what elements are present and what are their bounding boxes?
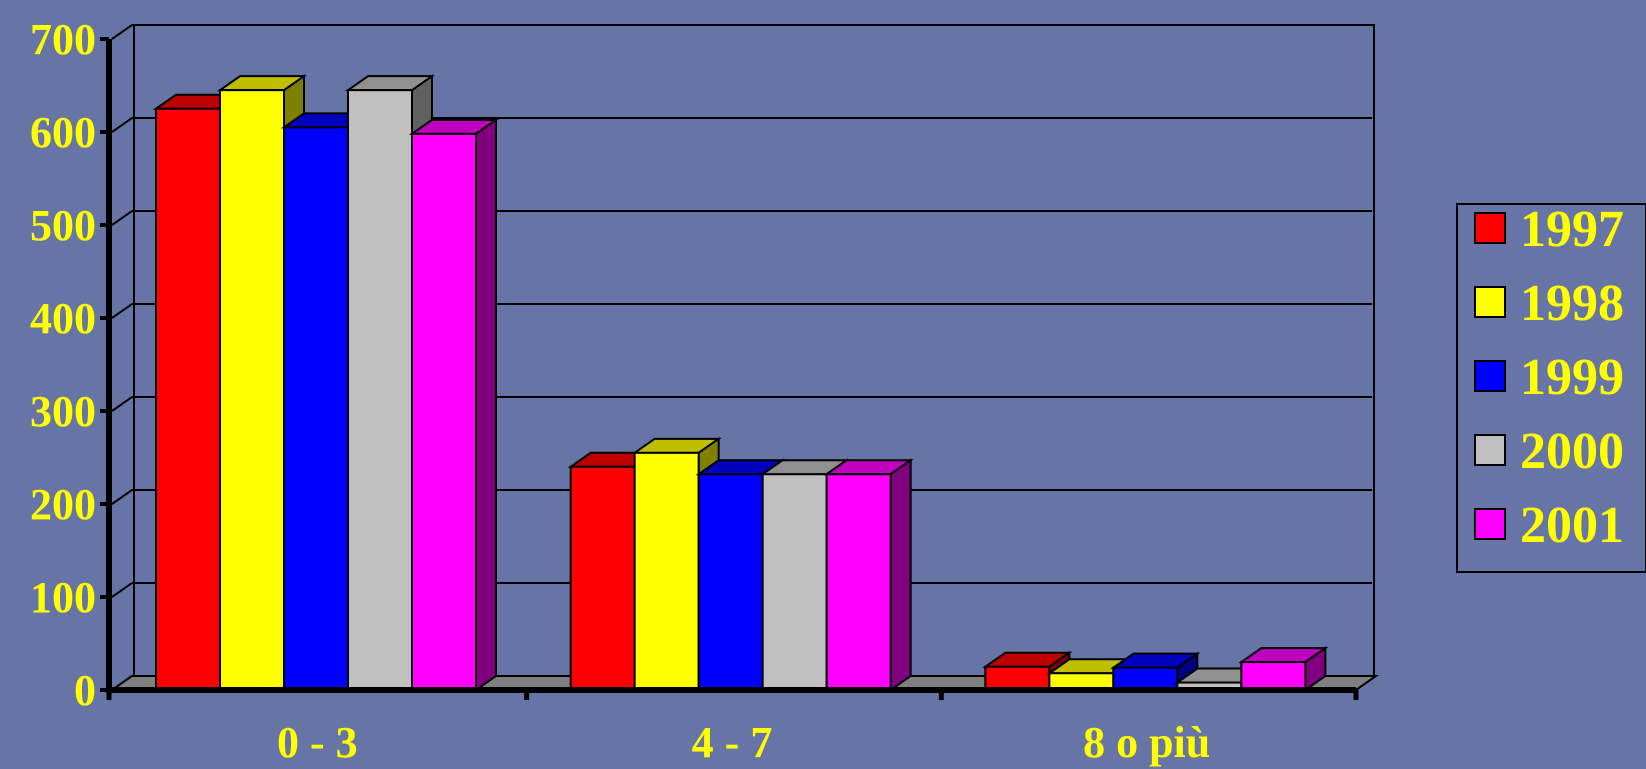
bar-front	[411, 132, 477, 692]
legend-label-1997: 1997	[1520, 201, 1624, 258]
x-category-label: 8 o più	[1083, 718, 1210, 767]
bar-side	[889, 458, 912, 692]
gridline-side	[111, 489, 133, 505]
bar-front	[761, 473, 828, 691]
bar-front	[697, 473, 764, 691]
bar-front	[347, 89, 413, 691]
legend-label-1999: 1999	[1520, 349, 1624, 406]
legend-label-2000: 2000	[1520, 423, 1624, 480]
legend-swatch-2001	[1474, 508, 1506, 540]
y-axis: 0 100 200 300 400 500 600 700	[30, 15, 112, 715]
bar-front	[1240, 661, 1307, 691]
x-category-label: 0 - 3	[277, 718, 358, 767]
x-category-label: 4 - 7	[692, 718, 773, 767]
bar-front	[633, 451, 700, 691]
y-tick-label: 200	[30, 480, 96, 529]
gridline-side	[111, 117, 133, 133]
bar-side	[475, 117, 497, 692]
y-tick-label: 600	[30, 108, 96, 157]
gridline-side	[111, 396, 133, 412]
bar-front	[825, 473, 892, 691]
y-tick-label: 500	[30, 201, 96, 250]
legend-swatch-1997	[1474, 212, 1506, 244]
bars	[152, 74, 1329, 692]
y-tick-label: 100	[30, 573, 96, 622]
bar-front	[283, 126, 349, 692]
bar-2001-0	[408, 117, 500, 692]
bar-front	[1112, 666, 1179, 691]
bar-front	[155, 107, 221, 691]
y-tick-label: 0	[74, 666, 96, 715]
legend-label-2001: 2001	[1520, 497, 1624, 554]
legend-swatch-1998	[1474, 286, 1506, 318]
legend-label-1998: 1998	[1520, 275, 1624, 332]
legend-swatch-2000	[1474, 434, 1506, 466]
y-tick-label: 400	[30, 294, 96, 343]
legend-swatch-1999	[1474, 360, 1506, 392]
bar-front	[569, 465, 636, 691]
legend: 1997 1998 1999 2000 2001	[1456, 201, 1646, 573]
legend-frame	[1456, 203, 1646, 573]
gridline-side	[111, 24, 133, 40]
y-tick-label: 300	[30, 387, 96, 436]
gridline-side	[111, 582, 133, 598]
y-tick-label: 700	[30, 15, 96, 64]
bar-2001-1	[823, 458, 914, 692]
gridline-side	[111, 303, 133, 319]
x-axis: 0 - 3 4 - 7 8 o più	[106, 687, 1359, 767]
bar-front	[984, 665, 1051, 691]
bar-2001-2	[1238, 646, 1329, 692]
bar-front	[219, 89, 285, 691]
gridline-side	[111, 210, 133, 226]
